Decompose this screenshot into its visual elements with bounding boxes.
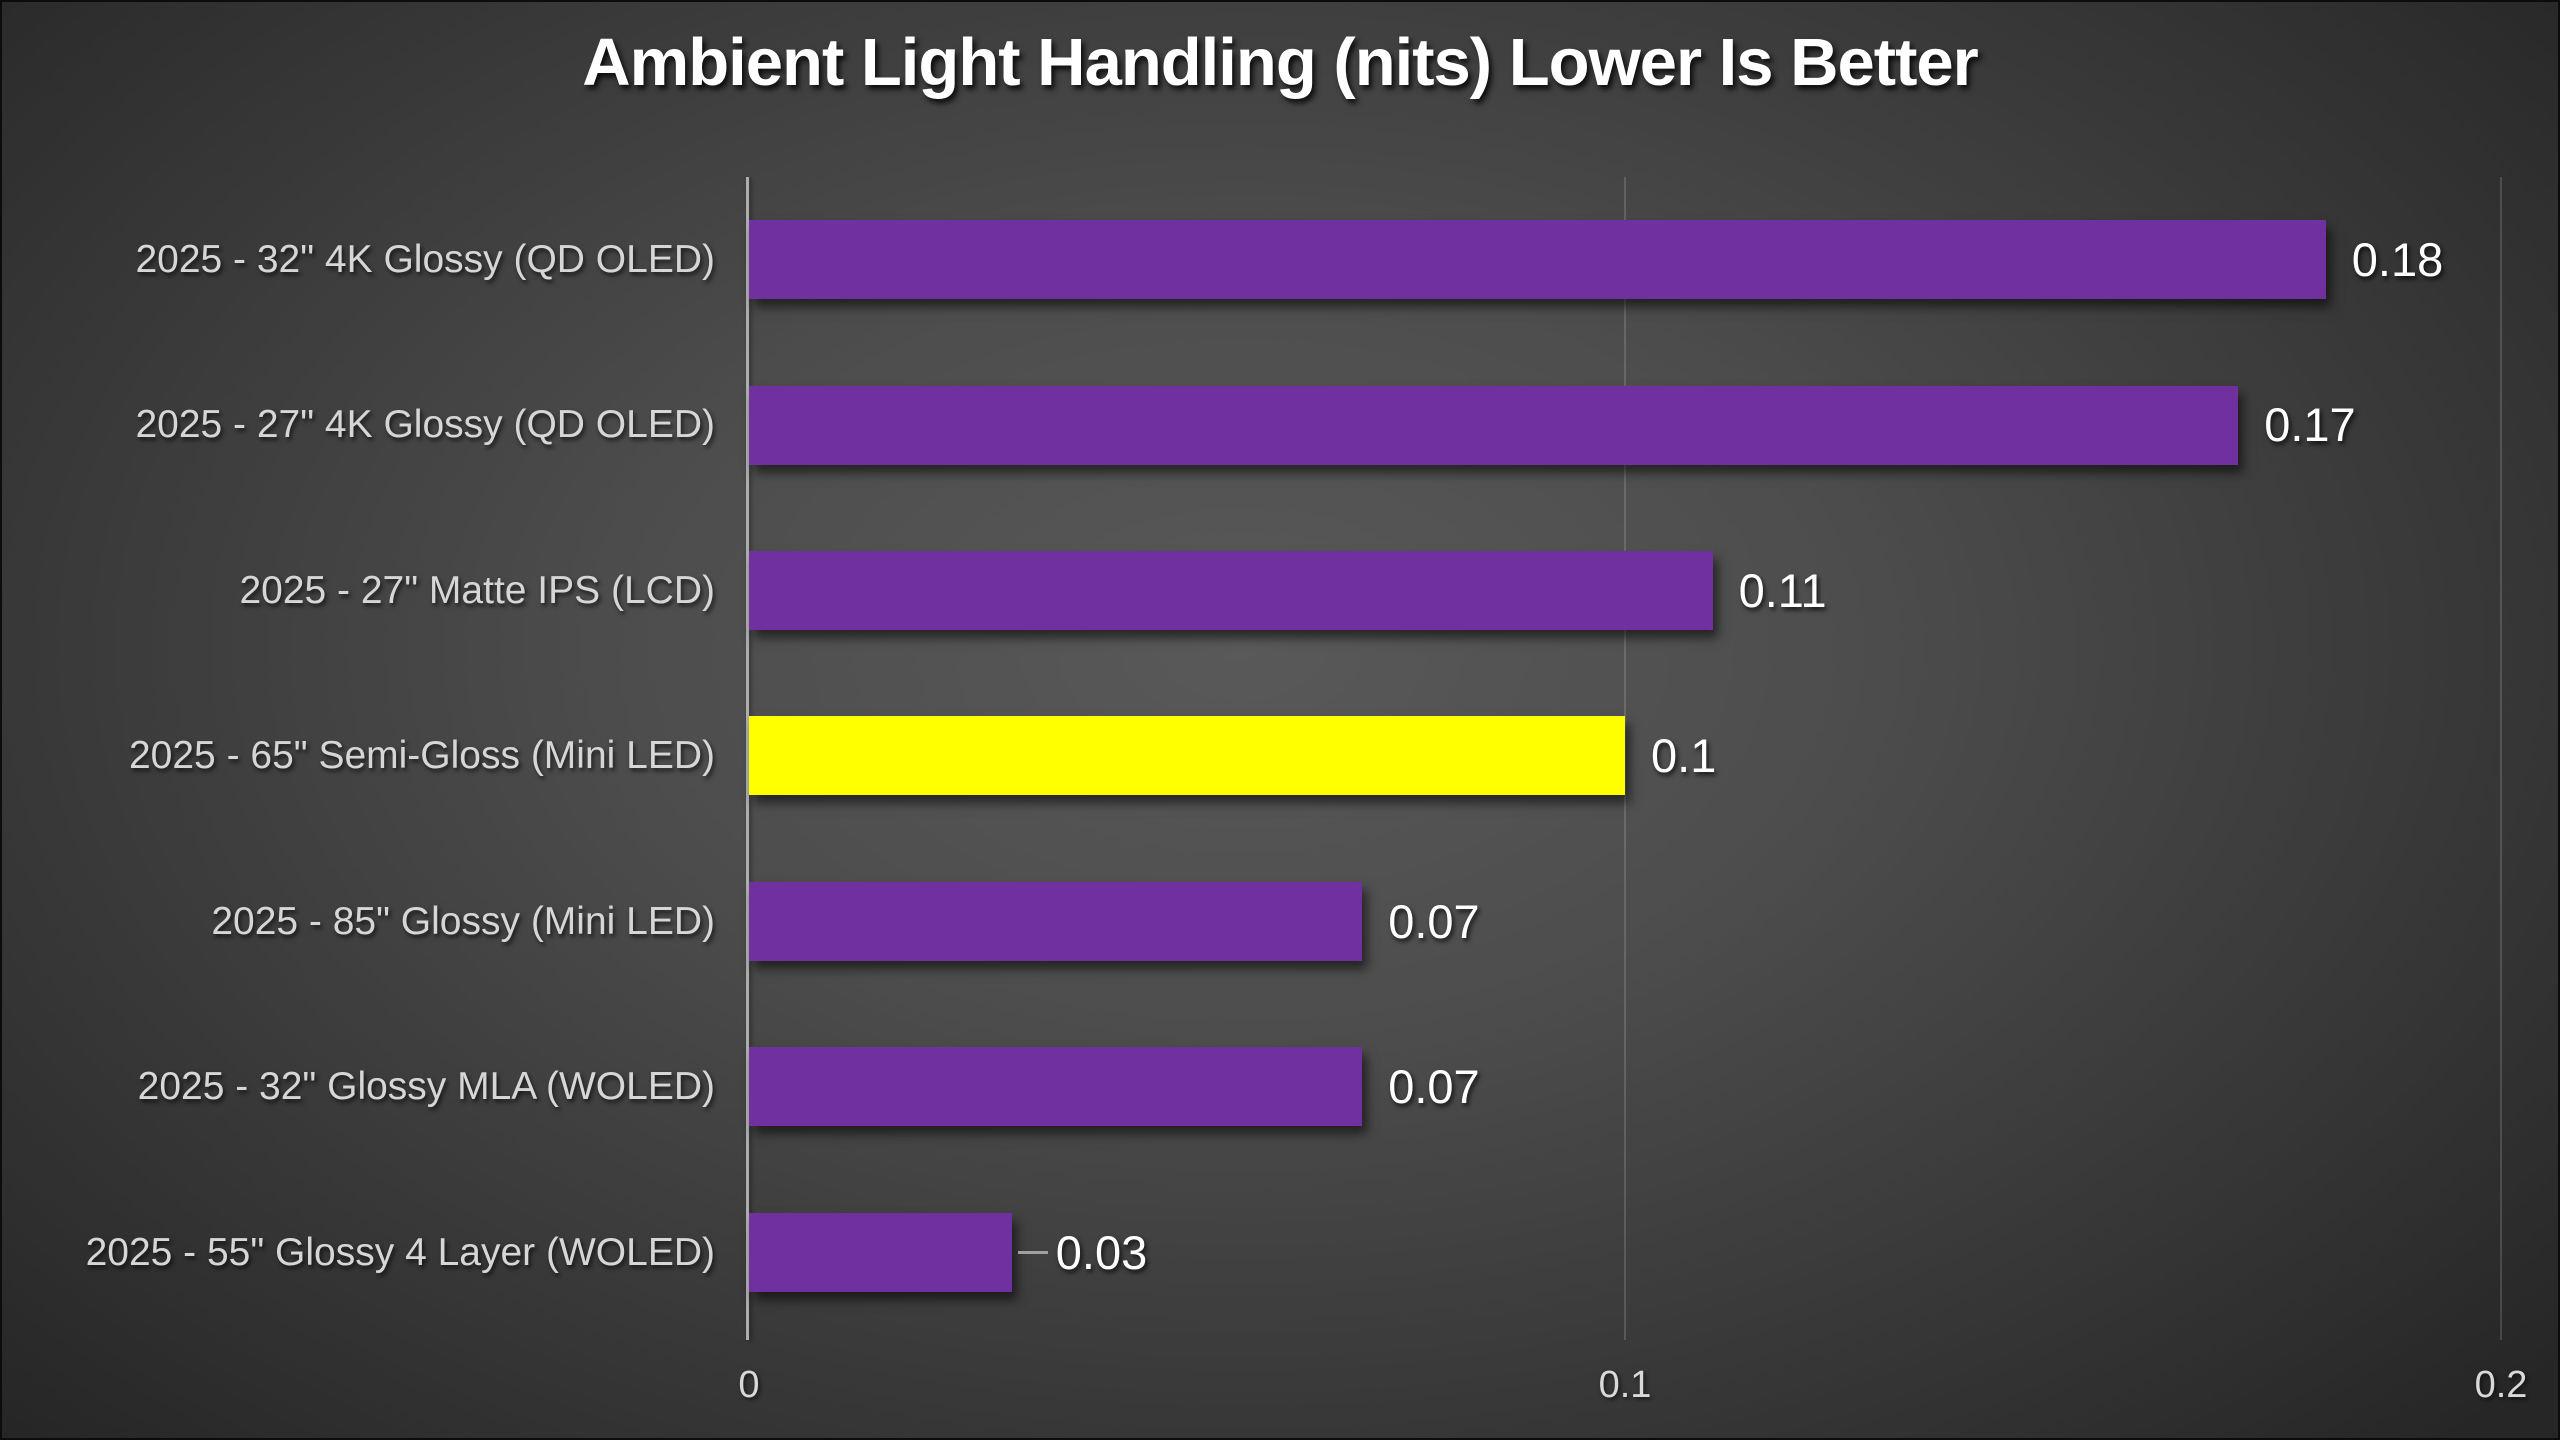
value-label: 0.03: [1055, 1225, 1148, 1279]
bar: [749, 385, 2239, 465]
category-label: 2025 - 32" Glossy MLA (WOLED): [137, 1065, 715, 1109]
value-label: 0.17: [2264, 398, 2356, 452]
value-label: 0.11: [1738, 563, 1827, 617]
category-label: 2025 - 27" Matte IPS (LCD): [239, 568, 715, 612]
value-label: 0.18: [2351, 233, 2444, 286]
bar-row: 0.03: [749, 1170, 2501, 1335]
gridline: [2500, 177, 2502, 1340]
plot-area: 0.18 0.17 0.11 0.1 0.07 0.07 0.03: [746, 177, 2502, 1340]
bar-highlighted: [749, 716, 1625, 796]
bar-row: 0.1: [749, 673, 2501, 838]
bar: [749, 220, 2326, 300]
category-label: 2025 - 55" Glossy 4 Layer (WOLED): [85, 1230, 715, 1274]
x-tick-label: 0: [738, 1364, 760, 1406]
y-axis-line: [746, 177, 749, 1340]
bar-row: 0.07: [749, 839, 2501, 1004]
bar-row: 0.11: [749, 508, 2501, 673]
chart-title: Ambient Light Handling (nits) Lower Is B…: [582, 25, 1979, 100]
value-label: 0.07: [1388, 894, 1480, 948]
bar-row: 0.17: [749, 342, 2501, 507]
bar: [749, 1047, 1363, 1127]
bar: [749, 1212, 1012, 1292]
category-axis: 2025 - 32" 4K Glossy (QD OLED) 2025 - 27"…: [2, 177, 715, 1335]
x-tick-label: 0.1: [1598, 1364, 1652, 1406]
value-label: 0.07: [1388, 1060, 1480, 1114]
leader-line: [1017, 1251, 1048, 1255]
bar: [749, 551, 1713, 631]
x-axis-ticks: 0 0.1 0.2: [2, 1364, 2558, 1424]
bar-row: 0.18: [749, 177, 2501, 342]
category-label: 2025 - 32" 4K Glossy (QD OLED): [135, 238, 715, 281]
x-tick-label: 0.2: [2474, 1364, 2528, 1406]
gridline: [1624, 177, 1626, 1340]
category-label: 2025 - 85" Glossy (Mini LED): [211, 899, 715, 943]
category-label: 2025 - 27" 4K Glossy (QD OLED): [135, 403, 715, 447]
category-label: 2025 - 65" Semi-Gloss (Mini LED): [128, 734, 715, 778]
value-label: 0.1: [1651, 729, 1717, 783]
bar: [749, 881, 1363, 961]
bar-row: 0.07: [749, 1004, 2501, 1169]
